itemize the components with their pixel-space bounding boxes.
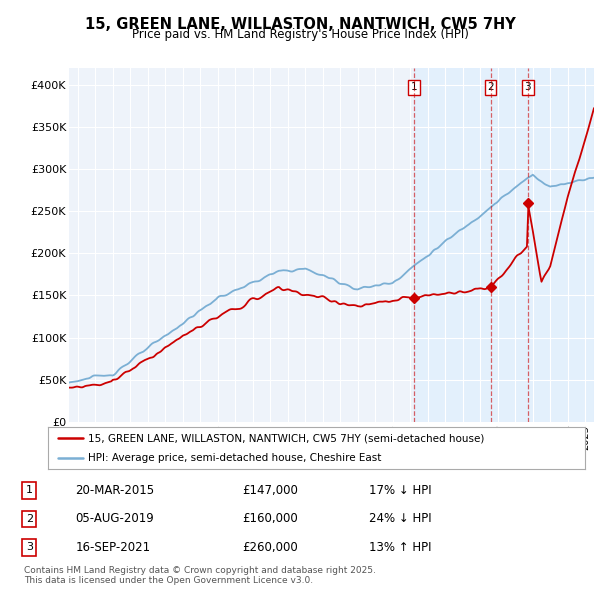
Text: 3: 3 bbox=[524, 83, 531, 92]
Text: 2: 2 bbox=[487, 83, 494, 92]
Bar bbox=[414, 68, 594, 422]
Text: 17% ↓ HPI: 17% ↓ HPI bbox=[369, 484, 432, 497]
Text: 13% ↑ HPI: 13% ↑ HPI bbox=[369, 540, 431, 553]
Text: 2: 2 bbox=[26, 514, 33, 524]
Text: 1: 1 bbox=[26, 486, 33, 496]
Text: 15, GREEN LANE, WILLASTON, NANTWICH, CW5 7HY (semi-detached house): 15, GREEN LANE, WILLASTON, NANTWICH, CW5… bbox=[88, 433, 485, 443]
Text: 05-AUG-2019: 05-AUG-2019 bbox=[76, 512, 154, 525]
Text: 15, GREEN LANE, WILLASTON, NANTWICH, CW5 7HY: 15, GREEN LANE, WILLASTON, NANTWICH, CW5… bbox=[85, 17, 515, 31]
Text: £160,000: £160,000 bbox=[242, 512, 298, 525]
Text: 24% ↓ HPI: 24% ↓ HPI bbox=[369, 512, 432, 525]
Text: Contains HM Land Registry data © Crown copyright and database right 2025.
This d: Contains HM Land Registry data © Crown c… bbox=[24, 566, 376, 585]
Text: HPI: Average price, semi-detached house, Cheshire East: HPI: Average price, semi-detached house,… bbox=[88, 453, 382, 463]
Text: 3: 3 bbox=[26, 542, 33, 552]
Text: Price paid vs. HM Land Registry's House Price Index (HPI): Price paid vs. HM Land Registry's House … bbox=[131, 28, 469, 41]
Text: 1: 1 bbox=[411, 83, 418, 92]
Text: 20-MAR-2015: 20-MAR-2015 bbox=[76, 484, 154, 497]
Text: £260,000: £260,000 bbox=[242, 540, 298, 553]
Text: 16-SEP-2021: 16-SEP-2021 bbox=[76, 540, 151, 553]
Text: £147,000: £147,000 bbox=[242, 484, 298, 497]
